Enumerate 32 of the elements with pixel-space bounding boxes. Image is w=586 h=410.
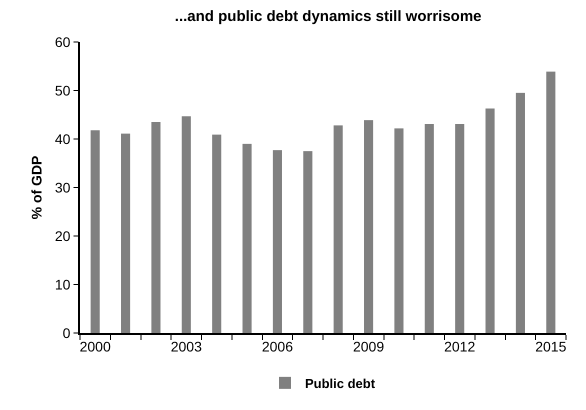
y-tick-label: 50 [54,82,71,98]
y-tick-label: 20 [54,228,71,244]
y-tick-label: 30 [54,179,71,196]
x-tick-label: 2003 [170,338,202,355]
x-tick-label: 2012 [444,338,476,355]
y-axis-title: % of GDP [28,156,44,220]
bar [242,144,252,333]
legend-label: Public debt [305,376,376,391]
bar [121,134,130,333]
x-tick-label: 2015 [535,338,567,355]
bar [90,130,100,333]
bar [424,124,434,333]
x-tick-label: 2000 [80,338,111,355]
bar [546,72,556,333]
chart-title: ...and public debt dynamics still worrisome [174,8,482,25]
bar [334,125,343,333]
bar [182,116,191,333]
bar [455,124,464,333]
bar [486,108,495,333]
y-tick-label: 0 [62,324,71,341]
bar [303,151,312,333]
bar [516,92,525,333]
y-tick-label: 40 [54,130,71,147]
y-tick-label: 60 [54,34,71,50]
bar [364,120,374,333]
x-tick-label: 2006 [262,338,294,355]
bar [151,122,160,333]
bar [394,128,404,333]
bar [212,134,222,333]
bar [272,150,282,333]
x-tick-label: 2009 [352,338,384,355]
y-tick-label: 10 [54,276,71,292]
